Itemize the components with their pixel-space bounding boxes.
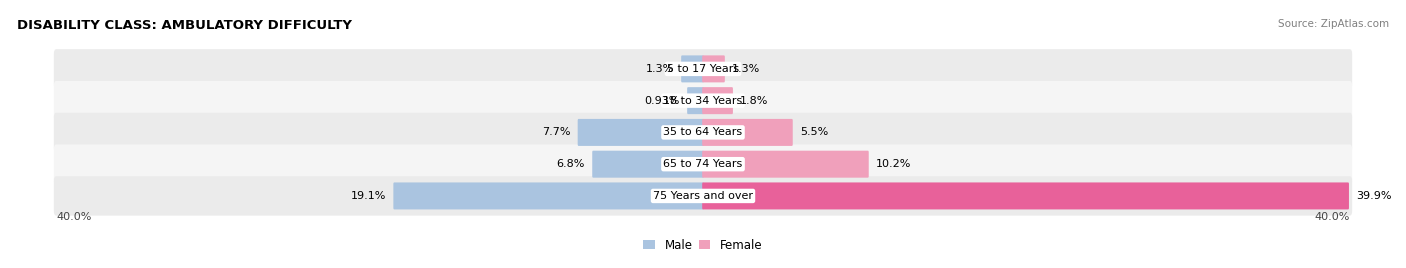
Text: 1.3%: 1.3%: [645, 64, 673, 74]
FancyBboxPatch shape: [53, 176, 1353, 216]
FancyBboxPatch shape: [394, 183, 704, 209]
FancyBboxPatch shape: [578, 119, 704, 146]
FancyBboxPatch shape: [53, 113, 1353, 152]
FancyBboxPatch shape: [702, 183, 1348, 209]
Text: 7.7%: 7.7%: [541, 127, 571, 137]
Text: 1.3%: 1.3%: [733, 64, 761, 74]
FancyBboxPatch shape: [53, 144, 1353, 184]
Text: 35 to 64 Years: 35 to 64 Years: [664, 127, 742, 137]
Text: 5.5%: 5.5%: [800, 127, 828, 137]
FancyBboxPatch shape: [53, 49, 1353, 89]
FancyBboxPatch shape: [688, 87, 704, 114]
FancyBboxPatch shape: [702, 151, 869, 178]
FancyBboxPatch shape: [681, 55, 704, 82]
FancyBboxPatch shape: [702, 87, 733, 114]
Text: 39.9%: 39.9%: [1357, 191, 1392, 201]
FancyBboxPatch shape: [592, 151, 704, 178]
Text: 1.8%: 1.8%: [740, 96, 769, 106]
Text: 18 to 34 Years: 18 to 34 Years: [664, 96, 742, 106]
Text: Source: ZipAtlas.com: Source: ZipAtlas.com: [1278, 19, 1389, 29]
Text: 0.93%: 0.93%: [644, 96, 681, 106]
Text: 65 to 74 Years: 65 to 74 Years: [664, 159, 742, 169]
Text: 40.0%: 40.0%: [1315, 211, 1350, 222]
Text: 5 to 17 Years: 5 to 17 Years: [666, 64, 740, 74]
FancyBboxPatch shape: [53, 81, 1353, 120]
FancyBboxPatch shape: [702, 119, 793, 146]
Text: 75 Years and over: 75 Years and over: [652, 191, 754, 201]
Text: DISABILITY CLASS: AMBULATORY DIFFICULTY: DISABILITY CLASS: AMBULATORY DIFFICULTY: [17, 19, 352, 32]
Text: 40.0%: 40.0%: [56, 211, 91, 222]
Text: 6.8%: 6.8%: [557, 159, 585, 169]
Legend: Male, Female: Male, Female: [644, 239, 762, 252]
Text: 19.1%: 19.1%: [350, 191, 387, 201]
Text: 10.2%: 10.2%: [876, 159, 911, 169]
FancyBboxPatch shape: [702, 55, 725, 82]
